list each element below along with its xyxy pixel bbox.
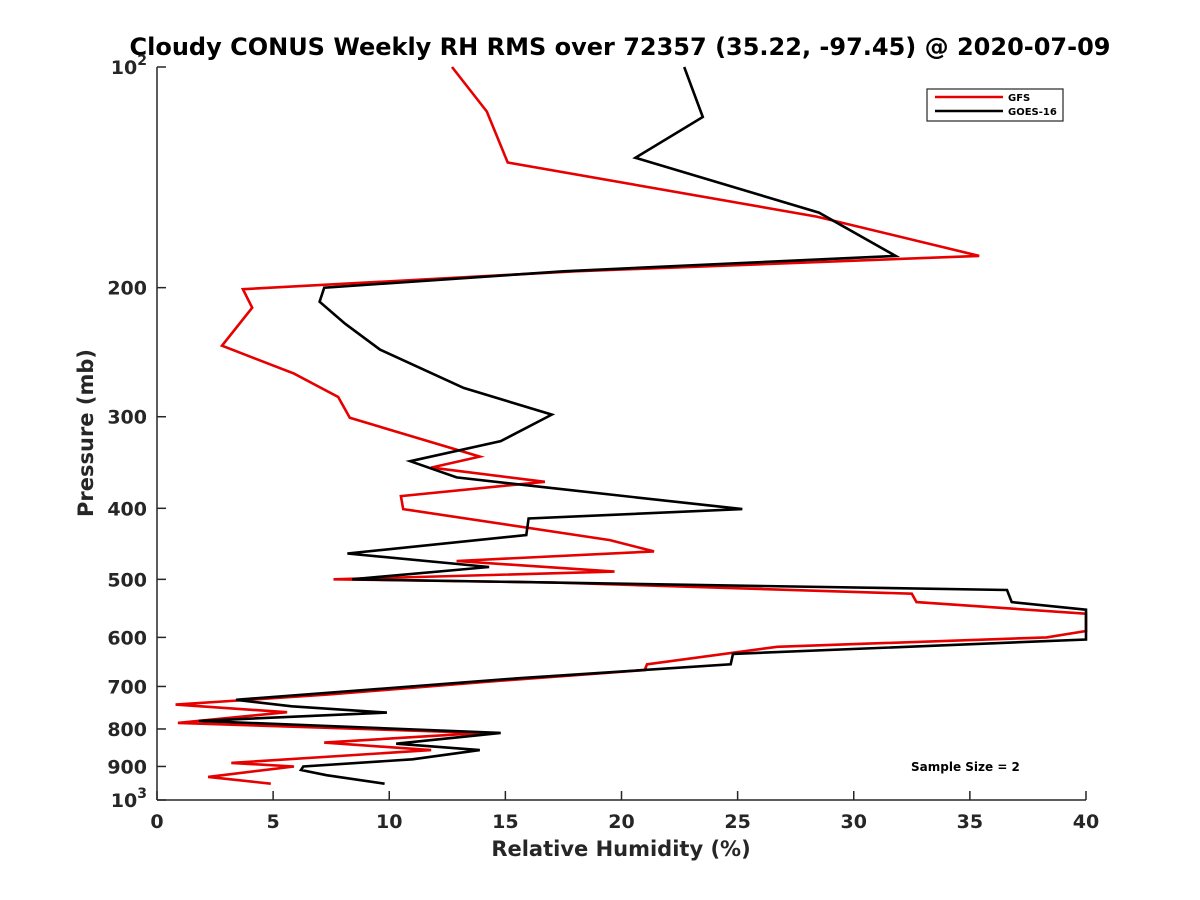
plot-frame	[157, 67, 1086, 799]
y-tick-label: 103	[111, 786, 147, 812]
y-tick-label: 800	[107, 719, 147, 741]
y-tick-label: 500	[107, 569, 147, 591]
x-tick-label: 30	[841, 811, 867, 833]
y-tick-label: 300	[107, 407, 147, 429]
x-tick-label: 15	[492, 811, 518, 833]
y-tick-label: 900	[107, 756, 147, 778]
legend-label-goes16: GOES-16	[1008, 107, 1057, 118]
legend-label-gfs: GFS	[1008, 93, 1030, 104]
x-tick-label: 20	[608, 811, 634, 833]
y-axis-label: Pressure (mb)	[74, 349, 98, 517]
x-tick-label: 35	[957, 811, 983, 833]
x-tick-label: 25	[724, 811, 750, 833]
y-tick-label: 102	[111, 53, 147, 79]
x-axis-ticks: 0 5 10 15 20 25 30 35 40	[150, 791, 1099, 833]
y-tick-label: 400	[107, 498, 147, 520]
x-tick-label: 10	[376, 811, 402, 833]
y-tick-label: 600	[107, 627, 147, 649]
x-tick-label: 40	[1073, 811, 1099, 833]
plot-area	[175, 66, 1088, 785]
chart-title: Cloudy CONUS Weekly RH RMS over 72357 (3…	[130, 33, 1111, 61]
y-axis-ticks: 102 200 300 400 500 600 700 800 900 103	[107, 53, 166, 812]
y-tick-label: 700	[107, 676, 147, 698]
x-axis-label: Relative Humidity (%)	[491, 837, 750, 861]
sample-size-annotation: Sample Size = 2	[911, 760, 1020, 774]
x-tick-label: 0	[150, 811, 163, 833]
legend-box	[926, 88, 1064, 122]
x-tick-label: 5	[267, 811, 280, 833]
series-line-goes16	[198, 66, 1088, 785]
y-tick-label: 200	[107, 278, 147, 300]
legend: GFS GOES-16	[926, 88, 1064, 122]
series-line-gfs	[175, 66, 1088, 785]
